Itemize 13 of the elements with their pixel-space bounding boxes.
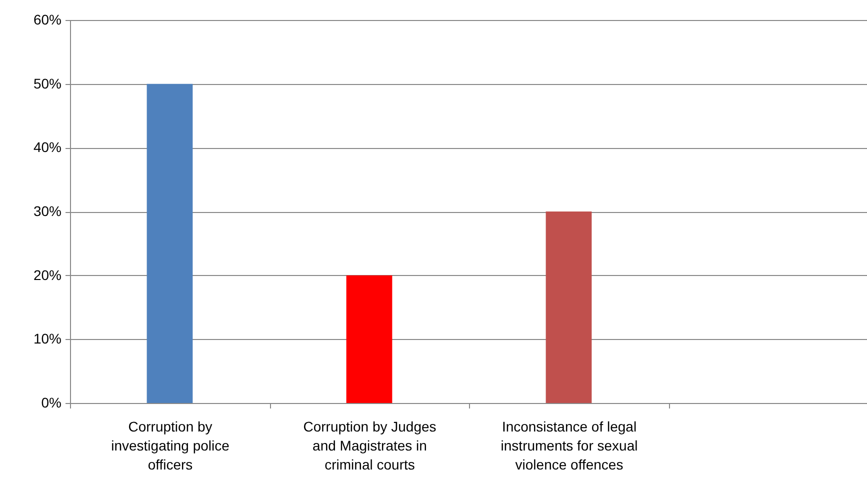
y-tick-label: 30% — [33, 203, 62, 219]
x-tick-label: Corruption by investigating police officers — [111, 418, 230, 472]
y-tick-label: 10% — [33, 330, 62, 347]
y-tick-label: 60% — [33, 12, 62, 28]
x-tick-label: Inconsistance of legal instruments for sexual violence offences — [500, 418, 638, 472]
bar — [146, 84, 193, 403]
y-tick-label: 40% — [33, 139, 62, 156]
y-tick-label: 20% — [33, 266, 62, 283]
y-tick-label: 0% — [41, 394, 62, 410]
y-tick-label: 50% — [33, 75, 62, 92]
bar — [546, 212, 592, 403]
bar — [346, 275, 392, 403]
x-tick-label: Corruption by Judges and Magistrates in criminal courts — [303, 418, 436, 472]
